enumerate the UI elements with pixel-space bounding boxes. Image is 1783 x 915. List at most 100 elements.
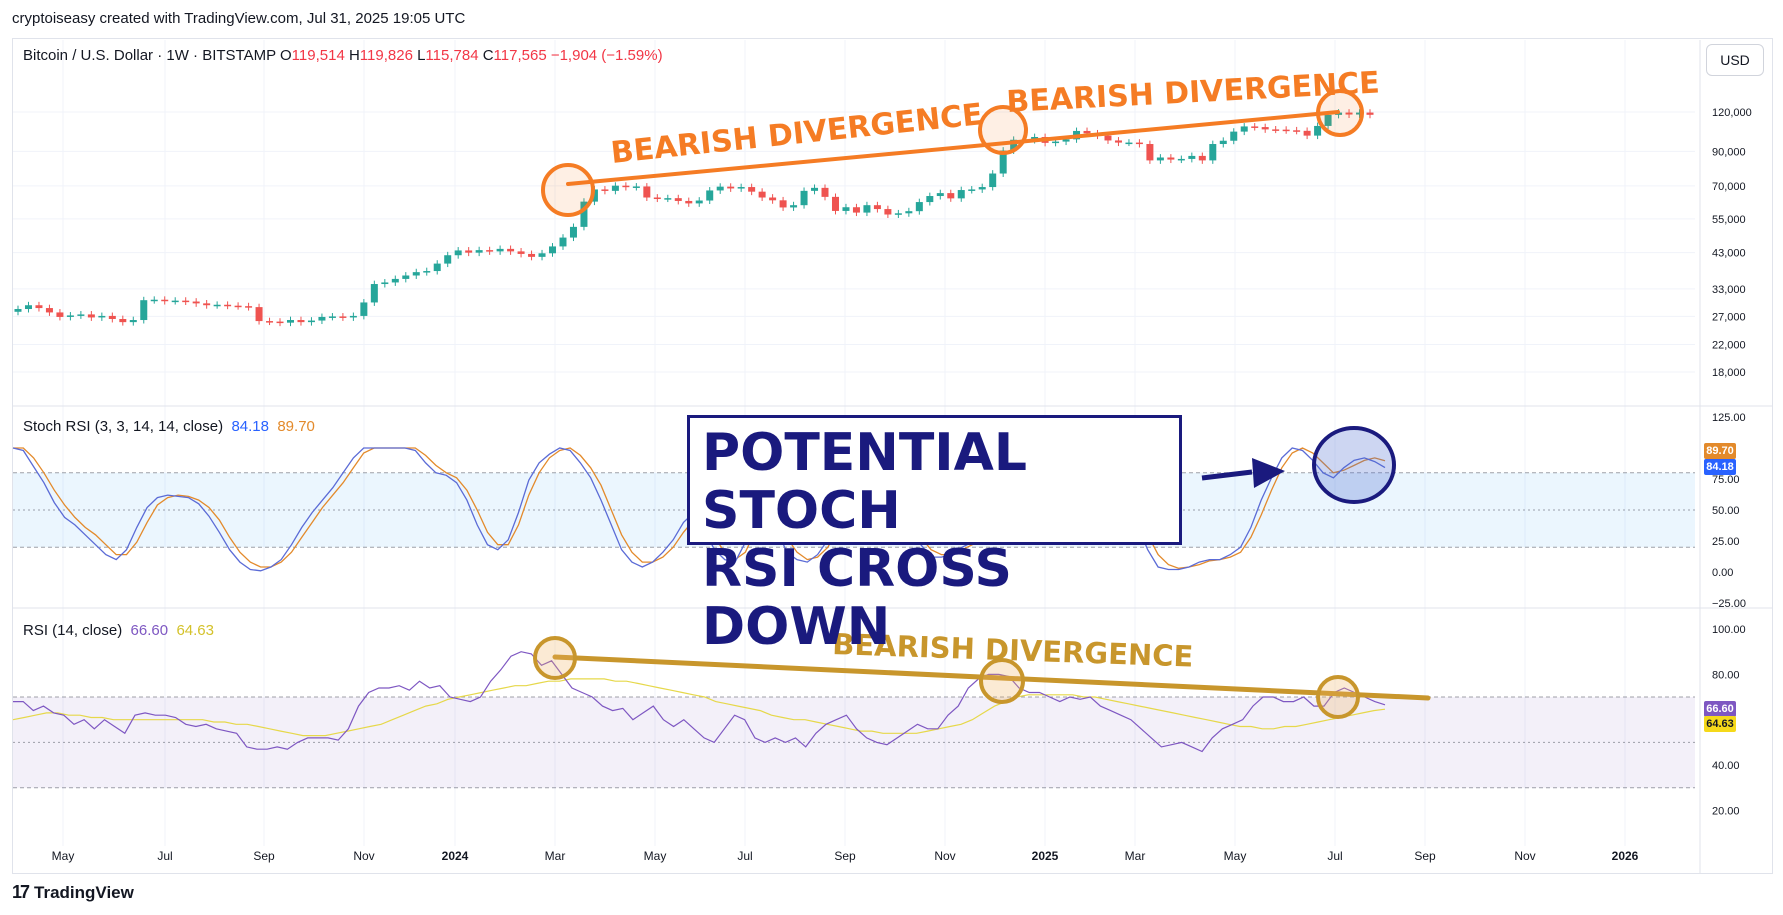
candle-body xyxy=(192,301,200,304)
x-tick-label: Sep xyxy=(834,849,856,863)
rsi-legend: RSI (14, close) 66.60 64.63 xyxy=(23,622,214,639)
stoch-tick-label: 0.00 xyxy=(1712,567,1733,579)
candle-body xyxy=(1177,158,1185,161)
callout-line-1: POTENTIAL STOCH xyxy=(702,423,1028,541)
price-tick-label: 33,000 xyxy=(1712,284,1746,296)
stoch-k-value: 84.18 xyxy=(231,418,269,435)
candle-body xyxy=(1345,112,1353,115)
candle-body xyxy=(1303,130,1311,136)
candle-body xyxy=(1114,140,1122,143)
rsi-value: 66.60 xyxy=(130,622,169,639)
tradingview-brand[interactable]: 17 TradingView xyxy=(12,882,134,903)
candle-body xyxy=(1324,114,1332,126)
x-tick-label: May xyxy=(1224,849,1247,863)
price-tick-label: 90,000 xyxy=(1712,146,1746,158)
high-label: H xyxy=(348,47,360,64)
candle-body xyxy=(852,207,860,213)
candle-body xyxy=(203,303,211,306)
arrow-head-icon xyxy=(1252,458,1285,488)
stoch-k-badge: 84.18 xyxy=(1704,459,1736,475)
candle-body xyxy=(307,320,315,323)
rsi-divergence-circle xyxy=(1316,675,1360,719)
candle-body xyxy=(559,237,567,247)
candle-body xyxy=(1356,112,1364,115)
close-label: C xyxy=(482,47,494,64)
candle-body xyxy=(213,304,221,307)
price-divergence-circle xyxy=(541,163,595,217)
candle-body xyxy=(433,263,441,272)
rsi-lines xyxy=(12,651,1386,753)
rsi-line xyxy=(13,651,1386,753)
candle-body xyxy=(1125,142,1133,145)
candle-body xyxy=(1188,155,1196,159)
candle-body xyxy=(234,305,242,308)
candle-body xyxy=(643,186,651,198)
candle-body xyxy=(1219,140,1227,145)
candle-body xyxy=(129,320,137,323)
candle-body xyxy=(926,196,934,203)
candle-body xyxy=(549,246,557,254)
candle-body xyxy=(77,314,85,316)
candle-body xyxy=(108,315,116,319)
candle-body xyxy=(1251,126,1259,128)
candle-body xyxy=(454,250,462,256)
candle-body xyxy=(475,250,483,253)
stoch-tick-label: 25.00 xyxy=(1712,536,1740,548)
candle-body xyxy=(1135,142,1143,145)
candle-body xyxy=(1104,135,1112,141)
candle-body xyxy=(884,209,892,215)
rsi-ma-badge: 64.63 xyxy=(1704,716,1736,732)
candle-body xyxy=(632,186,640,188)
low-value: 115,784 xyxy=(425,47,479,64)
stoch-legend: Stoch RSI (3, 3, 14, 14, close) 84.18 89… xyxy=(23,418,315,435)
candle-body xyxy=(360,302,368,316)
callout-line-2: RSI CROSS DOWN xyxy=(702,539,1012,657)
x-tick-label: Nov xyxy=(1514,849,1535,863)
candle-body xyxy=(1314,125,1322,136)
candle-body xyxy=(936,193,944,197)
candle-body xyxy=(444,255,452,264)
rsi-tick-label: 20.00 xyxy=(1712,805,1740,817)
x-tick-label: Jul xyxy=(737,849,752,863)
candle-body xyxy=(182,300,190,303)
chart-frame xyxy=(12,38,1773,874)
candle-body xyxy=(999,150,1007,174)
rsi-ma-line xyxy=(12,678,1386,737)
candle-body xyxy=(685,200,693,204)
open-value: 119,514 xyxy=(291,47,345,64)
price-divergence-circle xyxy=(1316,89,1364,137)
price-tick-label: 70,000 xyxy=(1712,181,1746,193)
x-tick-label: Nov xyxy=(934,849,955,863)
currency-button[interactable]: USD xyxy=(1706,44,1764,76)
candle-body xyxy=(779,200,787,208)
x-tick-label: 2024 xyxy=(442,849,469,863)
candle-body xyxy=(56,312,64,317)
candle-body xyxy=(978,187,986,190)
stoch-tick-label: 75.00 xyxy=(1712,474,1740,486)
candle-body xyxy=(517,251,525,254)
candle-body xyxy=(45,308,53,313)
candle-body xyxy=(266,321,274,323)
candle-body xyxy=(339,316,347,318)
close-value: 117,565 xyxy=(493,47,547,64)
candle-body xyxy=(716,186,724,191)
candle-body xyxy=(328,316,336,318)
candle-body xyxy=(119,318,127,323)
x-tick-label: Sep xyxy=(253,849,275,863)
price-tick-label: 43,000 xyxy=(1712,248,1746,260)
bearish-divergence-label: BEARISH DIVERGENCE xyxy=(609,97,984,171)
candle-body xyxy=(1146,144,1154,161)
candle-body xyxy=(14,309,22,312)
rsi-tick-label: 40.00 xyxy=(1712,760,1740,772)
candle-body xyxy=(1198,155,1206,161)
x-tick-label: Sep xyxy=(1414,849,1436,863)
candle-body xyxy=(664,198,672,200)
candle-body xyxy=(727,186,735,189)
candle-body xyxy=(297,320,305,323)
price-tick-label: 18,000 xyxy=(1712,367,1746,379)
candle-body xyxy=(1010,139,1018,151)
candle-body xyxy=(161,299,169,302)
callout-box: POTENTIAL STOCH RSI CROSS DOWN xyxy=(687,415,1182,656)
candle-body xyxy=(947,193,955,199)
candle-body xyxy=(968,189,976,191)
